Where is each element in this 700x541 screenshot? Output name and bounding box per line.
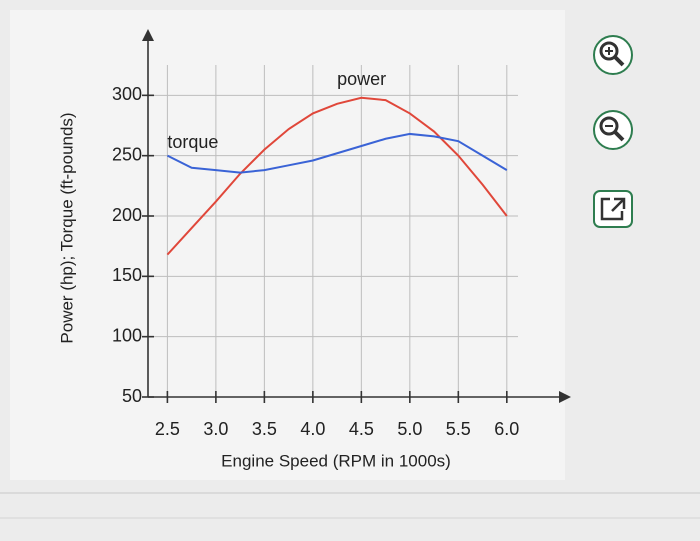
button-frame[interactable] (593, 35, 633, 75)
y-tick-label: 200 (112, 205, 142, 225)
zoom-out-button[interactable] (593, 110, 633, 150)
x-tick-label: 3.0 (203, 419, 228, 439)
arrow (142, 29, 154, 41)
x-tick-label: 4.0 (300, 419, 325, 439)
x-axis-label: Engine Speed (RPM in 1000s) (221, 451, 451, 470)
y-tick-label: 250 (112, 144, 142, 164)
series-label: power (337, 69, 386, 89)
icon (600, 197, 626, 221)
x-tick-label: 6.0 (494, 419, 519, 439)
zoom-in-button[interactable] (593, 35, 633, 75)
plot-area: 50 100 150 200 250 300 2.5 3.0 3.5 4.0 4.5 5.0 5.5 6.… (112, 29, 571, 439)
x-tick-label: 2.5 (155, 419, 180, 439)
y-tick-label: 150 (112, 265, 142, 285)
x-tick-label: 4.5 (349, 419, 374, 439)
icon (599, 41, 619, 61)
x-tick-label: 3.5 (252, 419, 277, 439)
popout-button[interactable] (593, 190, 633, 228)
y-tick-label: 100 (112, 325, 142, 345)
icon (613, 55, 625, 67)
series-line (166, 132, 508, 174)
series-line (166, 96, 508, 256)
icon (599, 116, 619, 136)
x-tick-label: 5.0 (397, 419, 422, 439)
x-tick-label: 5.5 (446, 419, 471, 439)
y-tick-label: 50 (122, 386, 142, 406)
series-label: torque (167, 132, 218, 152)
chart-panel (10, 10, 565, 480)
icon (613, 130, 625, 142)
y-axis-label: Power (hp); Torque (ft-pounds) (57, 112, 76, 343)
button-frame[interactable] (593, 110, 633, 150)
y-tick-label: 300 (112, 84, 142, 104)
arrow (559, 391, 571, 403)
